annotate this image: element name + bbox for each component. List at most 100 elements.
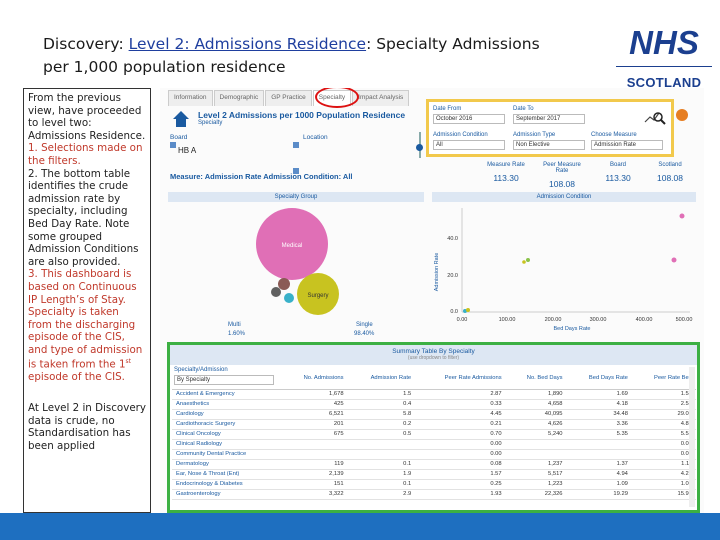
table-row[interactable]: Dermatology 119 0.1 0.08 1,237 1.37 1.11 xyxy=(172,459,696,470)
col-header-bed-days-rate[interactable]: Bed Days Rate xyxy=(566,367,632,390)
table-cell: 5.50 xyxy=(631,429,696,440)
single-value: 98.40% xyxy=(354,331,375,337)
adm-type-label: Admission Type xyxy=(513,132,556,138)
tab-demographic[interactable]: Demographic xyxy=(213,90,265,106)
table-cell xyxy=(347,439,416,450)
board-swatch xyxy=(170,142,176,148)
logo-rule xyxy=(616,66,712,67)
y-tick-20: 20.0 xyxy=(447,273,458,279)
col-header-admissions[interactable]: No. Admissions xyxy=(280,367,348,390)
bubble-surgery xyxy=(297,273,339,315)
tab-information[interactable]: Information xyxy=(168,90,213,106)
table-cell: 151 xyxy=(280,479,348,490)
table-cell: 675 xyxy=(280,429,348,440)
scatter-point-pink-1 xyxy=(679,213,685,219)
nhs-scotland-logo: NHS SCOTLAND xyxy=(616,24,712,90)
table-cell: 3.36 xyxy=(566,419,632,430)
table-cell: 1.5 xyxy=(347,389,416,400)
table-row[interactable]: Clinical Radiology 0.00 0.02 xyxy=(172,439,696,450)
rate-peer: Peer Measure Rate 108.08 xyxy=(543,162,581,189)
table-cell: 4,626 xyxy=(505,419,567,430)
date-from-select[interactable]: October 2016 xyxy=(433,114,505,124)
adm-cond-select[interactable]: All xyxy=(433,140,505,150)
table-cell: 0.4 xyxy=(347,399,416,410)
table-cell: 1.57 xyxy=(415,469,506,480)
note-cis-sup: st xyxy=(125,358,132,366)
table-cell: 2.9 xyxy=(347,489,416,500)
table-cell: 4.94 xyxy=(566,469,632,480)
table-row[interactable]: Community Dental Practice 0.00 0.00 xyxy=(172,449,696,460)
tab-bar: Information Demographic GP Practice Spec… xyxy=(168,90,410,106)
col-header-bed-days[interactable]: No. Bed Days xyxy=(505,367,567,390)
note-table: 2. The bottom table identifies the crude… xyxy=(28,167,139,268)
col-header-peer-admissions[interactable]: Peer Rate Admissions xyxy=(415,367,506,390)
table-cell xyxy=(566,449,632,460)
tab-gp-practice[interactable]: GP Practice xyxy=(265,90,312,106)
table-cell: 1.11 xyxy=(631,459,696,470)
date-to-select[interactable]: September 2017 xyxy=(513,114,585,124)
slide-title: Discovery: Level 2: Admissions Residence… xyxy=(43,33,563,79)
filters-panel: Date From October 2016 Date To September… xyxy=(426,99,674,157)
title-prefix: Discovery: xyxy=(43,35,129,53)
title-link[interactable]: Level 2: Admissions Residence xyxy=(128,35,367,53)
specialty-tab-highlight xyxy=(315,88,359,108)
admission-condition-header: Admission Condition xyxy=(432,192,696,202)
table-cell: 1,890 xyxy=(505,389,567,400)
table-row[interactable]: Gastroenterology 3,322 2.9 1.93 22,326 19.29 1… xyxy=(172,489,696,500)
x-tick-500: 500.00 xyxy=(676,317,693,323)
title-suffix: : Specialty Admissions per 1,000 populat… xyxy=(43,35,540,76)
slider-handle[interactable] xyxy=(416,144,423,151)
table-row[interactable]: Endocrinology & Diabetes 151 0.1 0.25 1,223 1… xyxy=(172,479,696,490)
table-row[interactable]: Ear, Nose & Throat (Ent) 2,139 1.9 1.57 5,51… xyxy=(172,469,696,480)
x-tick-0: 0.00 xyxy=(457,317,468,323)
table-row[interactable]: Cardiology 6,521 5.8 4.45 40,095 34.48 29.08 xyxy=(172,409,696,420)
home-icon[interactable] xyxy=(172,110,190,128)
col-header-peer-bed[interactable]: Peer Rate Bed xyxy=(631,367,696,390)
table-cell: 4,658 xyxy=(505,399,567,410)
table-cell xyxy=(347,449,416,460)
rate-board: Board 113.30 xyxy=(605,162,631,183)
table-scrollbar[interactable] xyxy=(689,367,695,507)
table-cell: 0.00 xyxy=(415,439,506,450)
note-crude: At Level 2 in Discovery data is crude, n… xyxy=(28,402,146,452)
rate-measure: Measure Rate 113.30 xyxy=(487,162,525,183)
table-cell xyxy=(280,439,348,450)
tab-impact-analysis[interactable]: Impact Analysis xyxy=(352,90,410,106)
note-cis-b: episode of the CIS. xyxy=(28,371,125,384)
dashboard-subtitle: Specialty xyxy=(198,120,223,126)
table-row[interactable]: Clinical Oncology 675 0.5 0.70 5,240 5.35 5.50 xyxy=(172,429,696,440)
table-row[interactable]: Cardiothoracic Surgery 201 0.2 0.21 4,626 3.3… xyxy=(172,419,696,430)
table-row[interactable]: Anaesthetics 425 0.4 0.33 4,658 4.18 2.51 xyxy=(172,399,696,410)
multi-value: 1.60% xyxy=(228,331,246,337)
measure-label: Choose Measure xyxy=(591,132,637,138)
table-cell: 1.37 xyxy=(566,459,632,470)
table-cell: 1,237 xyxy=(505,459,567,470)
help-icon[interactable] xyxy=(675,108,689,122)
measure-select[interactable]: Admission Rate xyxy=(591,140,663,150)
table-cell: 1.09 xyxy=(566,479,632,490)
table-cell: 4.45 xyxy=(415,409,506,420)
table-cell: 0.1 xyxy=(347,479,416,490)
admission-scatter-chart: Admission Rate 40.0 20.0 0.0 0.00 100.00… xyxy=(434,208,693,332)
dashboard-title: Level 2 Admissions per 1000 Population R… xyxy=(198,110,406,120)
bubble-medical-label: Medical xyxy=(282,243,303,249)
table-cell-specialty: Cardiothoracic Surgery xyxy=(172,419,281,430)
note-cis: 3. This dashboard is based on Continuous… xyxy=(28,268,146,384)
adm-type-select[interactable]: Non Elective xyxy=(513,140,585,150)
table-cell-specialty: Endocrinology & Diabetes xyxy=(172,479,281,490)
col-header-admission-rate[interactable]: Admission Rate xyxy=(347,367,416,390)
table-cell: 201 xyxy=(280,419,348,430)
table-cell xyxy=(280,449,348,460)
note-filters: 1. Selections made on the filters. xyxy=(28,142,143,167)
table-cell: 2,139 xyxy=(280,469,348,480)
x-tick-200: 200.00 xyxy=(545,317,562,323)
note-cis-a: 3. This dashboard is based on Continuous… xyxy=(28,268,143,371)
table-cell: 1.58 xyxy=(631,389,696,400)
col-header-specialty xyxy=(172,367,281,390)
table-cell-specialty: Dermatology xyxy=(172,459,281,470)
table-row[interactable]: Accident & Emergency 1,678 1.5 2.87 1,890 1.6… xyxy=(172,389,696,400)
search-icon[interactable] xyxy=(644,108,668,126)
table-cell: 29.08 xyxy=(631,409,696,420)
scatter-point-origin-2 xyxy=(466,308,470,312)
table-cell: 40,095 xyxy=(505,409,567,420)
